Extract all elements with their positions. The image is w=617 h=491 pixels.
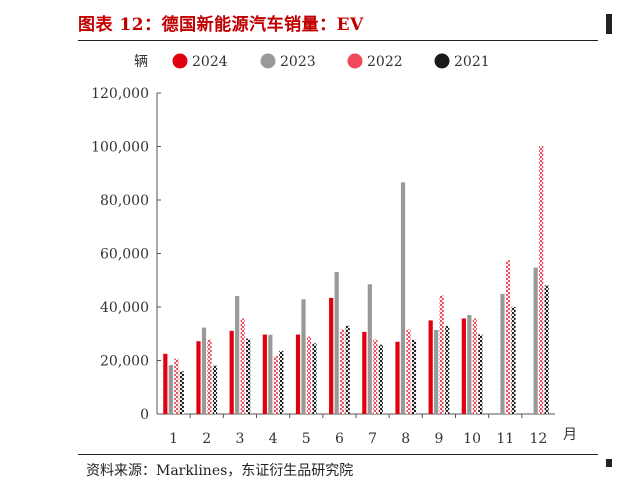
bar-2023-5: [301, 299, 306, 414]
edge-mark: [606, 14, 612, 34]
bar-2021-4: [279, 350, 284, 414]
bar-2022-5: [306, 336, 312, 414]
legend-item-2021: 2021: [434, 53, 490, 70]
bar-2023-7: [367, 284, 372, 414]
legend-item-2024: 2024: [172, 53, 228, 70]
y-tick-label: 60,000: [100, 247, 149, 263]
bar-2024-1: [163, 353, 168, 414]
legend-label: 2021: [454, 54, 490, 70]
bar-2021-8: [411, 339, 417, 414]
bars: [163, 145, 549, 414]
bar-2023-9: [434, 330, 439, 414]
bar-2024-10: [461, 318, 466, 414]
legend-swatch: [347, 53, 363, 69]
x-tick-label: 5: [302, 431, 311, 447]
x-tick-label: 9: [434, 431, 443, 447]
bar-2022-7: [373, 339, 378, 414]
bar-2022-4: [273, 355, 278, 414]
bar-2022-2: [207, 339, 212, 414]
bar-2023-4: [268, 334, 273, 414]
x-tick-label: 6: [335, 431, 344, 447]
bar-2024-9: [428, 320, 433, 414]
legend-swatch: [434, 53, 450, 69]
y-unit-label: 辆: [134, 54, 148, 70]
x-tick-label: 1: [169, 431, 178, 447]
bar-2024-4: [262, 334, 267, 414]
y-tick-label: 0: [140, 407, 149, 423]
bar-2023-1: [168, 365, 173, 414]
bar-2024-3: [229, 330, 234, 414]
x-tick-label: 7: [368, 431, 377, 447]
bar-2024-8: [395, 341, 400, 414]
legend: 辆 2024 2023 2022 2021: [134, 53, 490, 70]
bar-2022-8: [406, 329, 411, 414]
bar-2021-6: [345, 325, 350, 414]
bar-2024-2: [196, 341, 201, 414]
y-tick-label: 120,000: [91, 86, 149, 102]
x-axis: 1 2 3 4 5 6 7 8 9 10 11 12 月: [157, 413, 577, 447]
bar-2022-10: [472, 318, 477, 414]
bar-2022-6: [340, 329, 345, 414]
bar-2023-8: [400, 182, 406, 414]
y-axis: 0 20,000 40,000 60,000 80,000 100,000 120,000: [91, 86, 161, 423]
legend-label: 2022: [367, 54, 403, 70]
y-tick-label: 100,000: [91, 140, 149, 156]
source-note: 资料来源：Marklines，东证衍生品研究院: [86, 463, 354, 479]
bar-2023-12: [533, 267, 538, 414]
source-bar: 资料来源：Marklines，东证衍生品研究院: [78, 454, 598, 483]
bar-2023-2: [201, 327, 207, 414]
x-tick-label: 4: [269, 431, 278, 447]
bar-2024-5: [295, 334, 301, 414]
bar-2024-7: [362, 331, 367, 414]
bar-2021-11: [511, 307, 516, 414]
x-tick-label: 10: [463, 431, 481, 447]
bar-2021-12: [544, 285, 549, 414]
legend-item-2022: 2022: [347, 53, 403, 70]
bar-2022-3: [240, 318, 245, 414]
bar-2023-11: [500, 293, 505, 414]
bar-2023-3: [235, 296, 240, 414]
bar-2021-2: [212, 365, 218, 414]
edge-mark-bottom: [606, 459, 612, 467]
bar-2023-6: [334, 271, 339, 414]
bar-2021-3: [246, 338, 251, 414]
legend-swatch: [172, 53, 188, 69]
x-axis-label: 月: [563, 427, 577, 443]
chart-title: 图表 12：德国新能源汽车销量：EV: [78, 15, 364, 35]
x-tick-label: 12: [530, 431, 548, 447]
bar-2024-6: [329, 297, 334, 414]
y-tick-label: 40,000: [100, 300, 149, 316]
bar-2023-10: [467, 315, 472, 414]
y-tick-label: 80,000: [100, 193, 149, 209]
bar-2021-1: [179, 371, 184, 414]
bar-2021-5: [312, 343, 317, 414]
legend-item-2023: 2023: [260, 53, 316, 70]
title-bar: 图表 12：德国新能源汽车销量：EV: [78, 10, 598, 41]
bar-2022-11: [505, 260, 511, 414]
legend-label: 2023: [280, 54, 316, 70]
x-tick-label: 2: [202, 431, 211, 447]
x-tick-label: 3: [235, 431, 244, 447]
bar-2021-9: [445, 325, 450, 414]
bar-2021-7: [378, 344, 383, 414]
legend-swatch: [260, 53, 276, 69]
bar-2022-1: [174, 358, 179, 414]
legend-label: 2024: [192, 54, 228, 70]
bar-2022-12: [539, 145, 544, 414]
x-tick-label: 11: [496, 431, 514, 447]
x-tick-label: 8: [401, 431, 410, 447]
bar-2021-10: [478, 334, 483, 414]
bar-2022-9: [439, 295, 444, 414]
y-tick-label: 20,000: [100, 354, 149, 370]
